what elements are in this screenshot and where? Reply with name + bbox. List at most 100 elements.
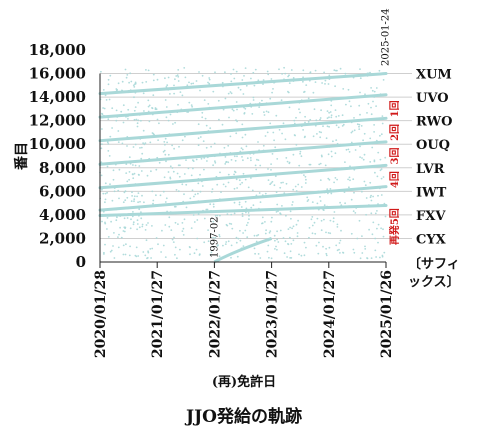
data-point: [336, 249, 339, 252]
data-point: [199, 173, 201, 176]
data-point: [276, 248, 278, 251]
data-point: [328, 246, 331, 249]
data-point: [248, 218, 250, 221]
data-point: [359, 156, 361, 159]
data-point: [336, 178, 338, 181]
data-point: [295, 116, 297, 119]
data-point: [335, 124, 338, 127]
data-point: [232, 109, 235, 112]
trend-line: [98, 93, 388, 119]
data-point: [102, 89, 105, 91]
data-point: [329, 232, 332, 235]
data-point: [335, 139, 338, 142]
data-point: [148, 120, 151, 123]
data-point: [242, 245, 245, 248]
trend-curve: [213, 237, 273, 264]
suffix-label: XUM: [416, 68, 452, 83]
data-point: [364, 93, 366, 96]
data-point: [364, 248, 367, 250]
data-point: [220, 191, 222, 194]
data-point: [269, 97, 272, 100]
data-point: [353, 129, 356, 132]
data-point: [137, 101, 140, 104]
data-point: [134, 81, 137, 84]
data-point: [131, 215, 134, 218]
data-point: [326, 188, 329, 191]
data-point: [192, 167, 194, 170]
data-point: [165, 160, 167, 163]
data-point: [227, 161, 230, 164]
data-point: [292, 77, 295, 79]
data-point: [212, 90, 215, 93]
data-point: [358, 219, 361, 222]
data-point: [375, 256, 377, 258]
data-point: [140, 146, 143, 149]
data-point: [327, 83, 330, 85]
data-point: [376, 227, 378, 230]
data-point: [133, 198, 136, 201]
data-point: [224, 97, 227, 100]
data-point: [326, 117, 329, 119]
data-point: [292, 225, 295, 228]
data-point: [243, 75, 245, 77]
data-point: [322, 245, 324, 248]
data-point: [323, 204, 326, 207]
data-point: [147, 251, 150, 254]
data-point: [266, 70, 269, 73]
data-point: [337, 115, 340, 117]
data-point: [282, 237, 285, 239]
data-point: [384, 156, 387, 159]
data-point: [257, 159, 260, 162]
data-point: [138, 226, 141, 229]
data-point: [359, 68, 361, 70]
data-point: [250, 206, 253, 209]
data-point: [230, 223, 233, 225]
data-point: [303, 254, 306, 257]
data-point: [287, 75, 289, 78]
data-point: [141, 223, 144, 226]
data-point: [109, 74, 112, 77]
data-point: [225, 223, 228, 226]
data-point: [214, 236, 217, 239]
data-point: [104, 182, 107, 185]
data-point: [239, 88, 242, 91]
data-point: [256, 234, 258, 237]
data-point: [296, 235, 299, 238]
data-point: [136, 228, 139, 231]
data-point: [141, 81, 144, 84]
data-point: [299, 111, 301, 114]
data-point: [164, 137, 167, 140]
trend-line: [98, 163, 388, 190]
data-point: [266, 131, 269, 134]
data-point: [247, 212, 250, 214]
data-point: [190, 82, 193, 85]
data-point: [101, 112, 103, 115]
data-point: [288, 82, 291, 84]
data-point: [230, 92, 233, 95]
data-point: [271, 153, 274, 155]
data-point: [205, 124, 208, 127]
data-point: [230, 213, 233, 216]
data-point: [136, 219, 139, 222]
x-tick-label: 2023/01/27: [265, 270, 281, 358]
data-point: [169, 176, 172, 179]
data-point: [189, 197, 192, 200]
data-point: [304, 121, 306, 124]
data-point: [292, 153, 295, 156]
data-point: [208, 77, 211, 79]
data-point: [212, 236, 214, 239]
data-point: [152, 79, 155, 82]
data-point: [203, 241, 206, 244]
data-point: [230, 244, 233, 247]
data-point: [299, 150, 302, 153]
data-point: [253, 234, 256, 237]
data-point: [294, 134, 296, 137]
data-point: [320, 154, 323, 157]
data-point: [334, 109, 337, 111]
axes-layer: [99, 73, 386, 263]
data-point: [174, 205, 177, 208]
data-point: [104, 221, 106, 224]
data-point: [198, 253, 201, 256]
data-point: [273, 234, 276, 237]
data-point: [300, 254, 303, 257]
